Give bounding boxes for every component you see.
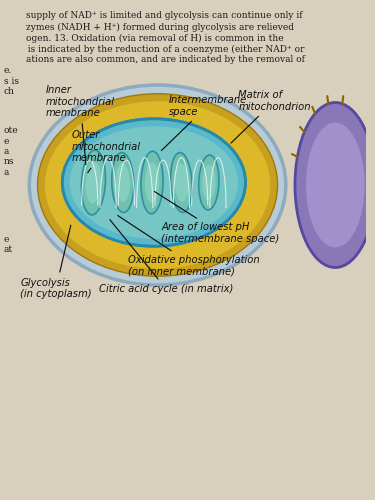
- Text: ns: ns: [4, 158, 14, 166]
- Text: a: a: [4, 168, 9, 177]
- Ellipse shape: [45, 101, 270, 269]
- Ellipse shape: [141, 152, 163, 214]
- Ellipse shape: [145, 162, 159, 203]
- Ellipse shape: [81, 150, 105, 215]
- Ellipse shape: [70, 126, 238, 239]
- Text: ations are also common, and are indicated by the removal of: ations are also common, and are indicate…: [26, 56, 304, 64]
- Text: at: at: [4, 246, 13, 254]
- Ellipse shape: [38, 94, 278, 276]
- Ellipse shape: [86, 162, 101, 203]
- Text: e: e: [4, 235, 9, 244]
- Ellipse shape: [62, 118, 246, 246]
- Text: ch: ch: [4, 87, 15, 96]
- Text: Inner
mitochondrial
membrane: Inner mitochondrial membrane: [46, 85, 115, 164]
- Ellipse shape: [29, 85, 286, 285]
- Ellipse shape: [112, 152, 134, 212]
- Ellipse shape: [171, 152, 192, 212]
- Ellipse shape: [174, 163, 188, 202]
- Ellipse shape: [306, 122, 364, 248]
- Text: s is: s is: [4, 76, 19, 86]
- Text: ote: ote: [4, 126, 18, 135]
- Text: is indicated by the reduction of a coenzyme (either NAD⁺ or: is indicated by the reduction of a coenz…: [26, 44, 304, 54]
- Text: Area of lowest pH
(intermembrane space): Area of lowest pH (intermembrane space): [154, 192, 279, 244]
- Text: Oxidative phosphorylation
(on inner membrane): Oxidative phosphorylation (on inner memb…: [118, 216, 260, 276]
- Ellipse shape: [199, 155, 219, 210]
- Text: Matrix of
mitochondrion: Matrix of mitochondrion: [231, 90, 311, 143]
- Text: Citric acid cycle (in matrix): Citric acid cycle (in matrix): [99, 220, 233, 294]
- Text: e.: e.: [4, 66, 12, 75]
- Text: a: a: [4, 147, 9, 156]
- Text: ogen. 13. Oxidation (via removal of H) is common in the: ogen. 13. Oxidation (via removal of H) i…: [26, 34, 283, 42]
- Ellipse shape: [202, 164, 215, 200]
- Ellipse shape: [295, 102, 375, 268]
- Text: e: e: [4, 136, 9, 145]
- Text: Glycolysis
(in cytoplasm): Glycolysis (in cytoplasm): [20, 225, 92, 299]
- Ellipse shape: [116, 163, 130, 202]
- Text: Outer
mitochondrial
membrane: Outer mitochondrial membrane: [72, 130, 141, 172]
- Text: zymes (NADH + H⁺) formed during glycolysis are relieved: zymes (NADH + H⁺) formed during glycolys…: [26, 22, 294, 32]
- Text: Intermembrane
space: Intermembrane space: [161, 95, 247, 150]
- Text: supply of NAD⁺ is limited and glycolysis can continue only if: supply of NAD⁺ is limited and glycolysis…: [26, 12, 302, 20]
